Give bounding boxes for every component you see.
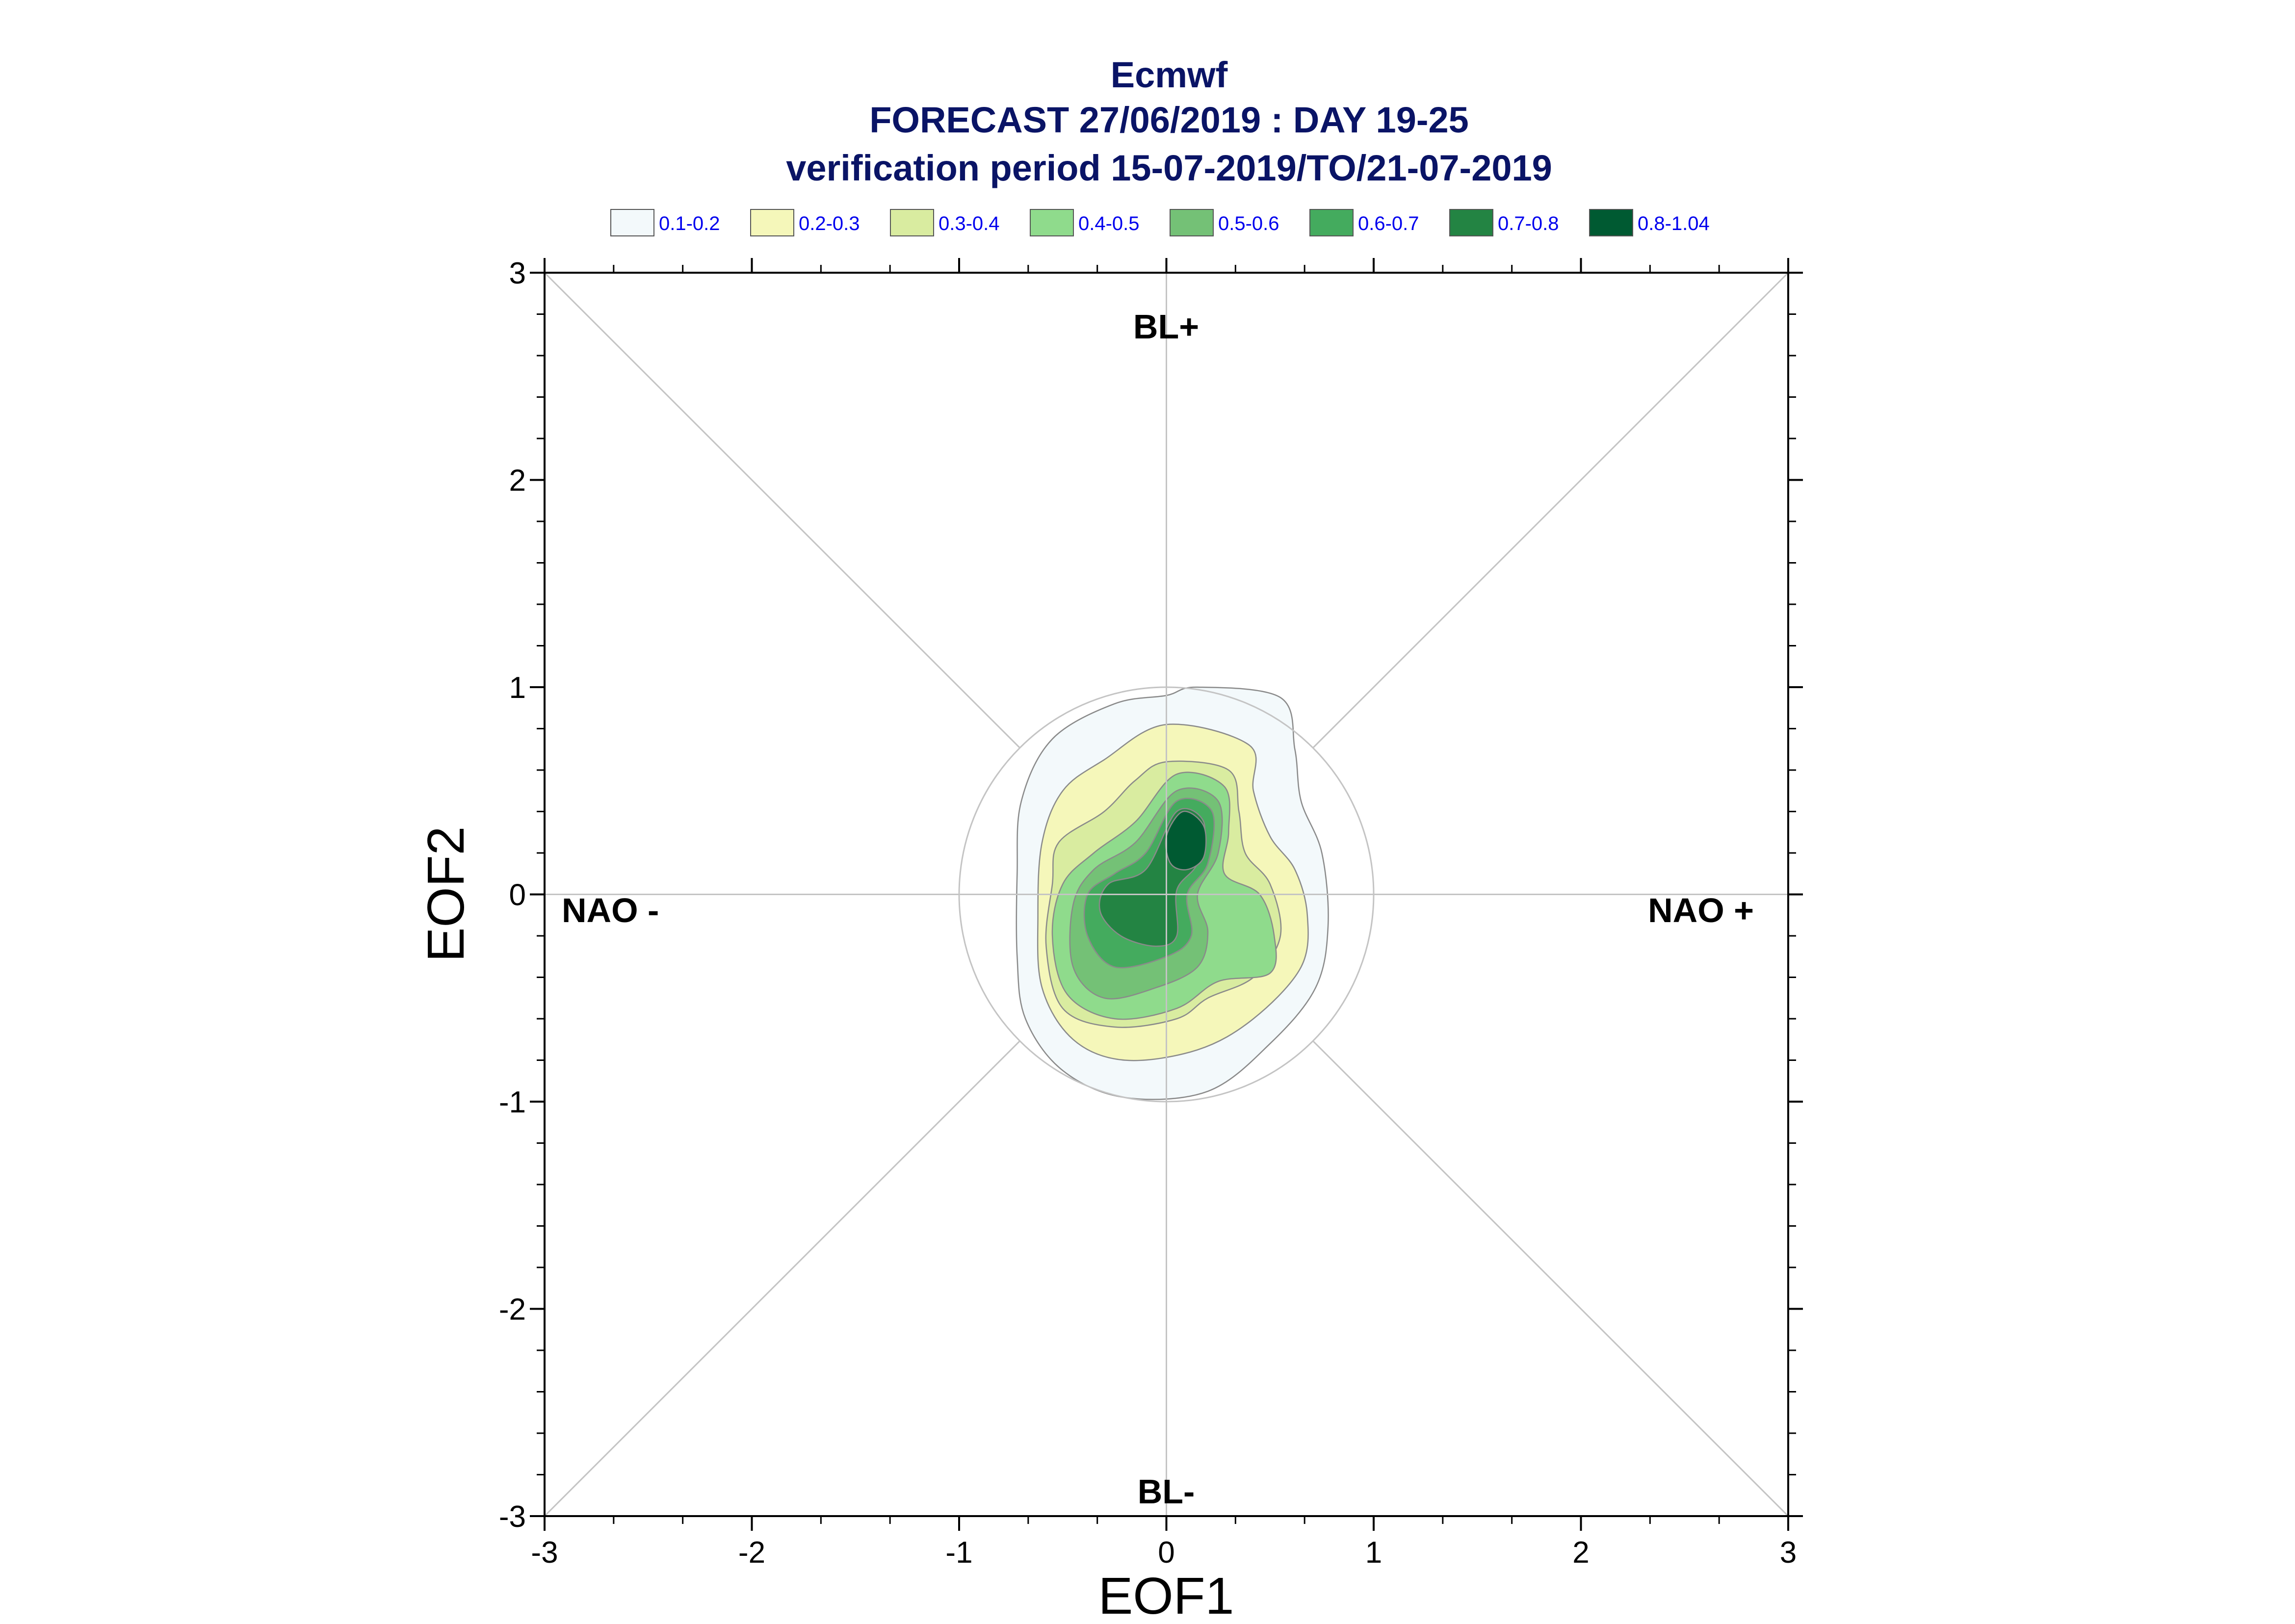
guide-lines — [544, 272, 1789, 1517]
regime-label-left: NAO - — [562, 891, 659, 929]
x-tick-label: 0 — [1158, 1536, 1174, 1570]
diagonal-line — [544, 1040, 1020, 1517]
x-axis: -3 -2 -1 0 1 2 3 — [531, 258, 1797, 1570]
legend-label: 0.2-0.3 — [799, 213, 860, 234]
x-tick-label: 2 — [1572, 1536, 1589, 1570]
x-tick-label: 1 — [1365, 1536, 1382, 1570]
legend-label: 0.6-0.7 — [1358, 213, 1419, 234]
y-tick-label: 0 — [509, 878, 526, 912]
legend-label: 0.4-0.5 — [1078, 213, 1140, 234]
y-tick-label: 1 — [509, 671, 526, 705]
legend-swatch — [1309, 209, 1354, 236]
legend-label: 0.1-0.2 — [659, 213, 720, 234]
diagonal-line — [1312, 272, 1789, 748]
legend-swatch — [1449, 209, 1493, 236]
legend-swatch — [1170, 209, 1214, 236]
regime-label-top: BL+ — [1133, 308, 1199, 346]
diagonal-line — [544, 272, 1020, 748]
y-tick-label: -2 — [499, 1293, 526, 1327]
y-axis: -3 -2 -1 0 1 2 3 — [499, 257, 1803, 1534]
unit-circle — [958, 686, 1375, 1103]
chart-period: verification period 15-07-2019/TO/21-07-… — [786, 148, 1552, 188]
legend-swatch — [610, 209, 654, 236]
y-tick-label: 2 — [509, 464, 526, 498]
x-tick-label: 3 — [1780, 1536, 1797, 1570]
diagonal-line — [1312, 1040, 1789, 1517]
legend-label: 0.8-1.04 — [1638, 213, 1710, 234]
legend-label: 0.5-0.6 — [1218, 213, 1279, 234]
y-tick-label: -3 — [499, 1500, 526, 1534]
legend-label: 0.3-0.4 — [939, 213, 1000, 234]
chart-subtitle: FORECAST 27/06/2019 : DAY 19-25 — [869, 100, 1469, 140]
legend-swatch — [1030, 209, 1074, 236]
y-tick-label: 3 — [509, 257, 526, 290]
legend-label: 0.7-0.8 — [1498, 213, 1559, 234]
legend-swatch — [750, 209, 794, 236]
legend-swatch — [890, 209, 934, 236]
x-tick-label: -2 — [738, 1536, 765, 1570]
legend-swatch — [1589, 209, 1633, 236]
y-axis-title: EOF2 — [417, 826, 475, 962]
x-tick-label: -1 — [945, 1536, 972, 1570]
legend: 0.1-0.2 0.2-0.3 0.3-0.4 0.4-0.5 0.5-0.6 0.6-0… — [610, 209, 1710, 236]
y-tick-label: -1 — [499, 1085, 526, 1119]
chart-title: Ecmwf — [1111, 54, 1228, 95]
regime-label-bottom: BL- — [1138, 1472, 1195, 1511]
x-tick-label: -3 — [531, 1536, 558, 1570]
regime-label-right: NAO + — [1648, 891, 1754, 929]
plot-area: -3 -2 -1 0 1 2 3 -3 -2 -1 0 1 2 3 — [499, 257, 1803, 1570]
x-axis-title: EOF1 — [1098, 1567, 1234, 1624]
